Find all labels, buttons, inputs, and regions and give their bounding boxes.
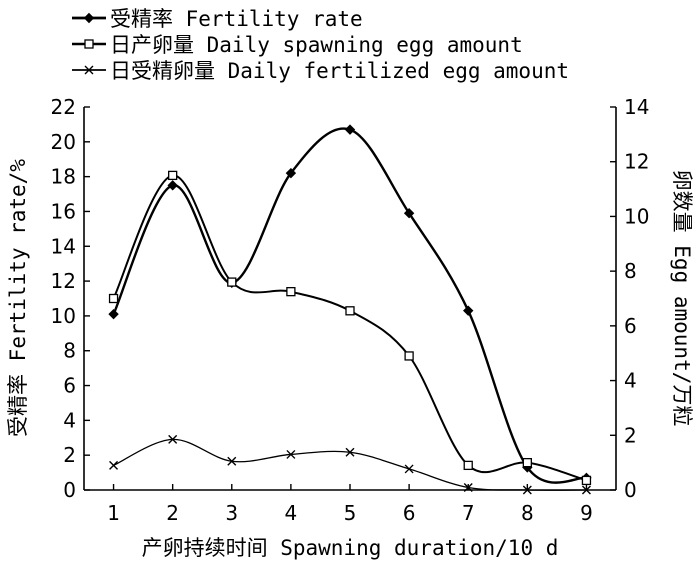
data-point (522, 457, 532, 468)
data-point (345, 447, 355, 457)
series-line (112, 127, 587, 484)
data-point (404, 464, 414, 474)
right-tick-label: 14 (624, 95, 649, 119)
legend-marker (84, 65, 94, 75)
x-axis-label: 产卵持续时间 Spawning duration/10 d (142, 536, 559, 560)
left-tick-label: 8 (63, 339, 76, 363)
left-tick-label: 10 (51, 304, 76, 328)
x-tick-label: 8 (521, 501, 534, 525)
x-tick-label: 3 (225, 501, 238, 525)
data-point (108, 308, 119, 320)
left-tick-label: 14 (51, 234, 76, 258)
axes (83, 107, 617, 491)
data-point (403, 207, 415, 219)
left-tick-label: 0 (63, 478, 76, 502)
x-tick-label: 4 (285, 501, 298, 525)
legend-label: 受精率 Fertility rate (110, 7, 363, 31)
right-tick-label: 10 (624, 204, 649, 228)
left-tick-label: 2 (63, 443, 76, 467)
data-point (227, 277, 237, 287)
data-point (168, 434, 178, 444)
data-point (167, 180, 178, 191)
data-point (108, 293, 119, 304)
data-point (463, 460, 473, 471)
data-point (344, 124, 356, 135)
series-2 (108, 170, 592, 486)
x-ticks: 1 2 3 4 5 6 7 8 9 (107, 484, 593, 525)
series-3 (109, 434, 591, 495)
left-tick-label: 18 (51, 165, 76, 189)
x-tick-label: 9 (580, 501, 593, 525)
left-tick-label: 22 (51, 95, 76, 119)
right-tick-label: 2 (624, 423, 637, 447)
data-point (404, 351, 414, 361)
right-tick-label: 12 (624, 150, 649, 174)
data-point (345, 306, 355, 316)
data-point (285, 167, 297, 179)
right-y-ticks: 0 2 4 6 8 10 12 14 (610, 95, 649, 502)
right-tick-label: 8 (624, 259, 637, 283)
left-tick-label: 12 (51, 269, 76, 293)
left-y-ticks: 0 2 4 6 8 10 12 14 16 18 20 22 (51, 95, 90, 502)
series-line (112, 174, 587, 482)
series-group (108, 124, 592, 495)
right-tick-label: 0 (624, 478, 637, 502)
left-y-axis-label: 受精率 Fertility rate/% (6, 159, 30, 437)
data-point (463, 305, 474, 316)
data-point (227, 456, 237, 466)
legend-label: 日受精卵量 Daily fertilized egg amount (110, 59, 569, 83)
left-tick-label: 6 (63, 374, 76, 398)
data-point (286, 449, 296, 459)
data-point (109, 460, 119, 470)
right-tick-label: 4 (624, 369, 637, 393)
left-tick-label: 16 (51, 199, 76, 223)
x-tick-label: 1 (107, 501, 120, 525)
x-tick-label: 2 (166, 501, 179, 525)
legend-marker (84, 39, 94, 49)
x-tick-label: 5 (344, 501, 357, 525)
x-tick-label: 6 (403, 501, 416, 525)
data-point (168, 170, 178, 181)
x-tick-label: 7 (462, 501, 475, 525)
data-point (581, 485, 591, 495)
data-point (581, 475, 592, 486)
data-point (522, 485, 532, 495)
left-tick-label: 20 (51, 130, 76, 154)
left-tick-label: 4 (63, 408, 76, 432)
legend-label: 日产卵量 Daily spawning egg amount (110, 33, 523, 57)
legend-marker (83, 12, 95, 24)
data-point (463, 483, 473, 493)
data-point (286, 287, 296, 297)
right-y-axis-label: 卵数量 Egg amount/万粒 (670, 170, 694, 427)
right-tick-label: 6 (624, 314, 637, 338)
